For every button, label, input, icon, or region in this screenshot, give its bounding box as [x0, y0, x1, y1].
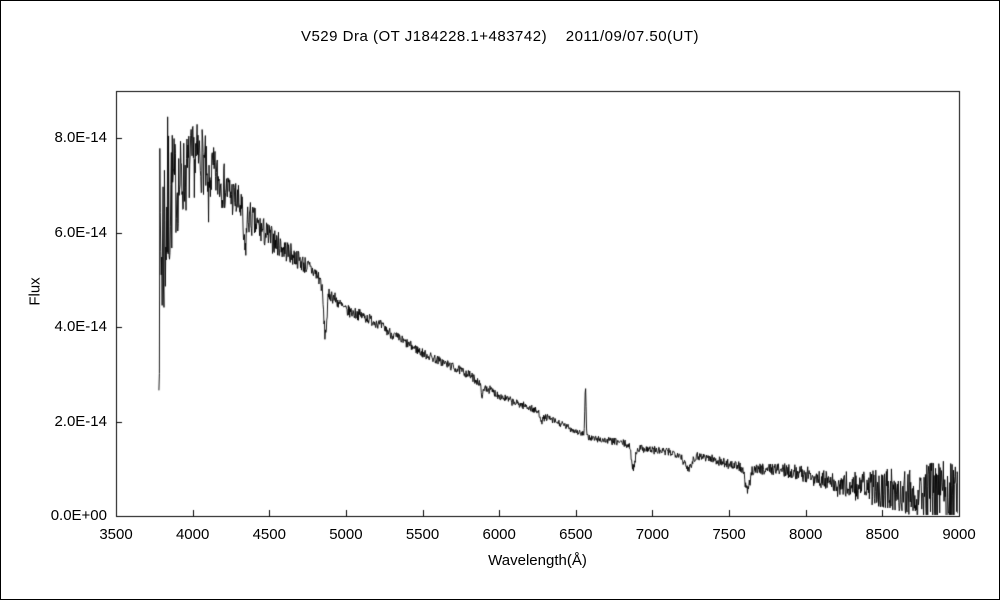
x-tick-label: 8500	[865, 526, 900, 543]
y-tick-label: 4.0E-14	[54, 318, 107, 336]
x-tick-label: 6000	[482, 526, 516, 543]
x-tick-label: 8000	[789, 526, 823, 543]
x-tick-label: 4000	[175, 526, 210, 543]
x-tick-label: 7500	[712, 526, 746, 543]
x-tick-label: 6500	[559, 526, 593, 543]
x-tick-label: 5500	[405, 526, 440, 543]
x-tick-label: 4500	[252, 526, 286, 543]
x-tick-label: 9000	[942, 526, 976, 543]
y-tick-label: 2.0E-14	[54, 412, 107, 430]
x-tick-label: 7000	[635, 526, 670, 543]
x-tick-label: 5000	[329, 526, 363, 543]
x-axis-title: Wavelength(Å)	[488, 552, 587, 569]
y-tick-label: 0.0E+00	[50, 507, 107, 524]
y-tick-label: 6.0E-14	[54, 223, 107, 241]
y-tick-label: 8.0E-14	[54, 129, 107, 147]
x-tick-label: 3500	[99, 526, 133, 543]
